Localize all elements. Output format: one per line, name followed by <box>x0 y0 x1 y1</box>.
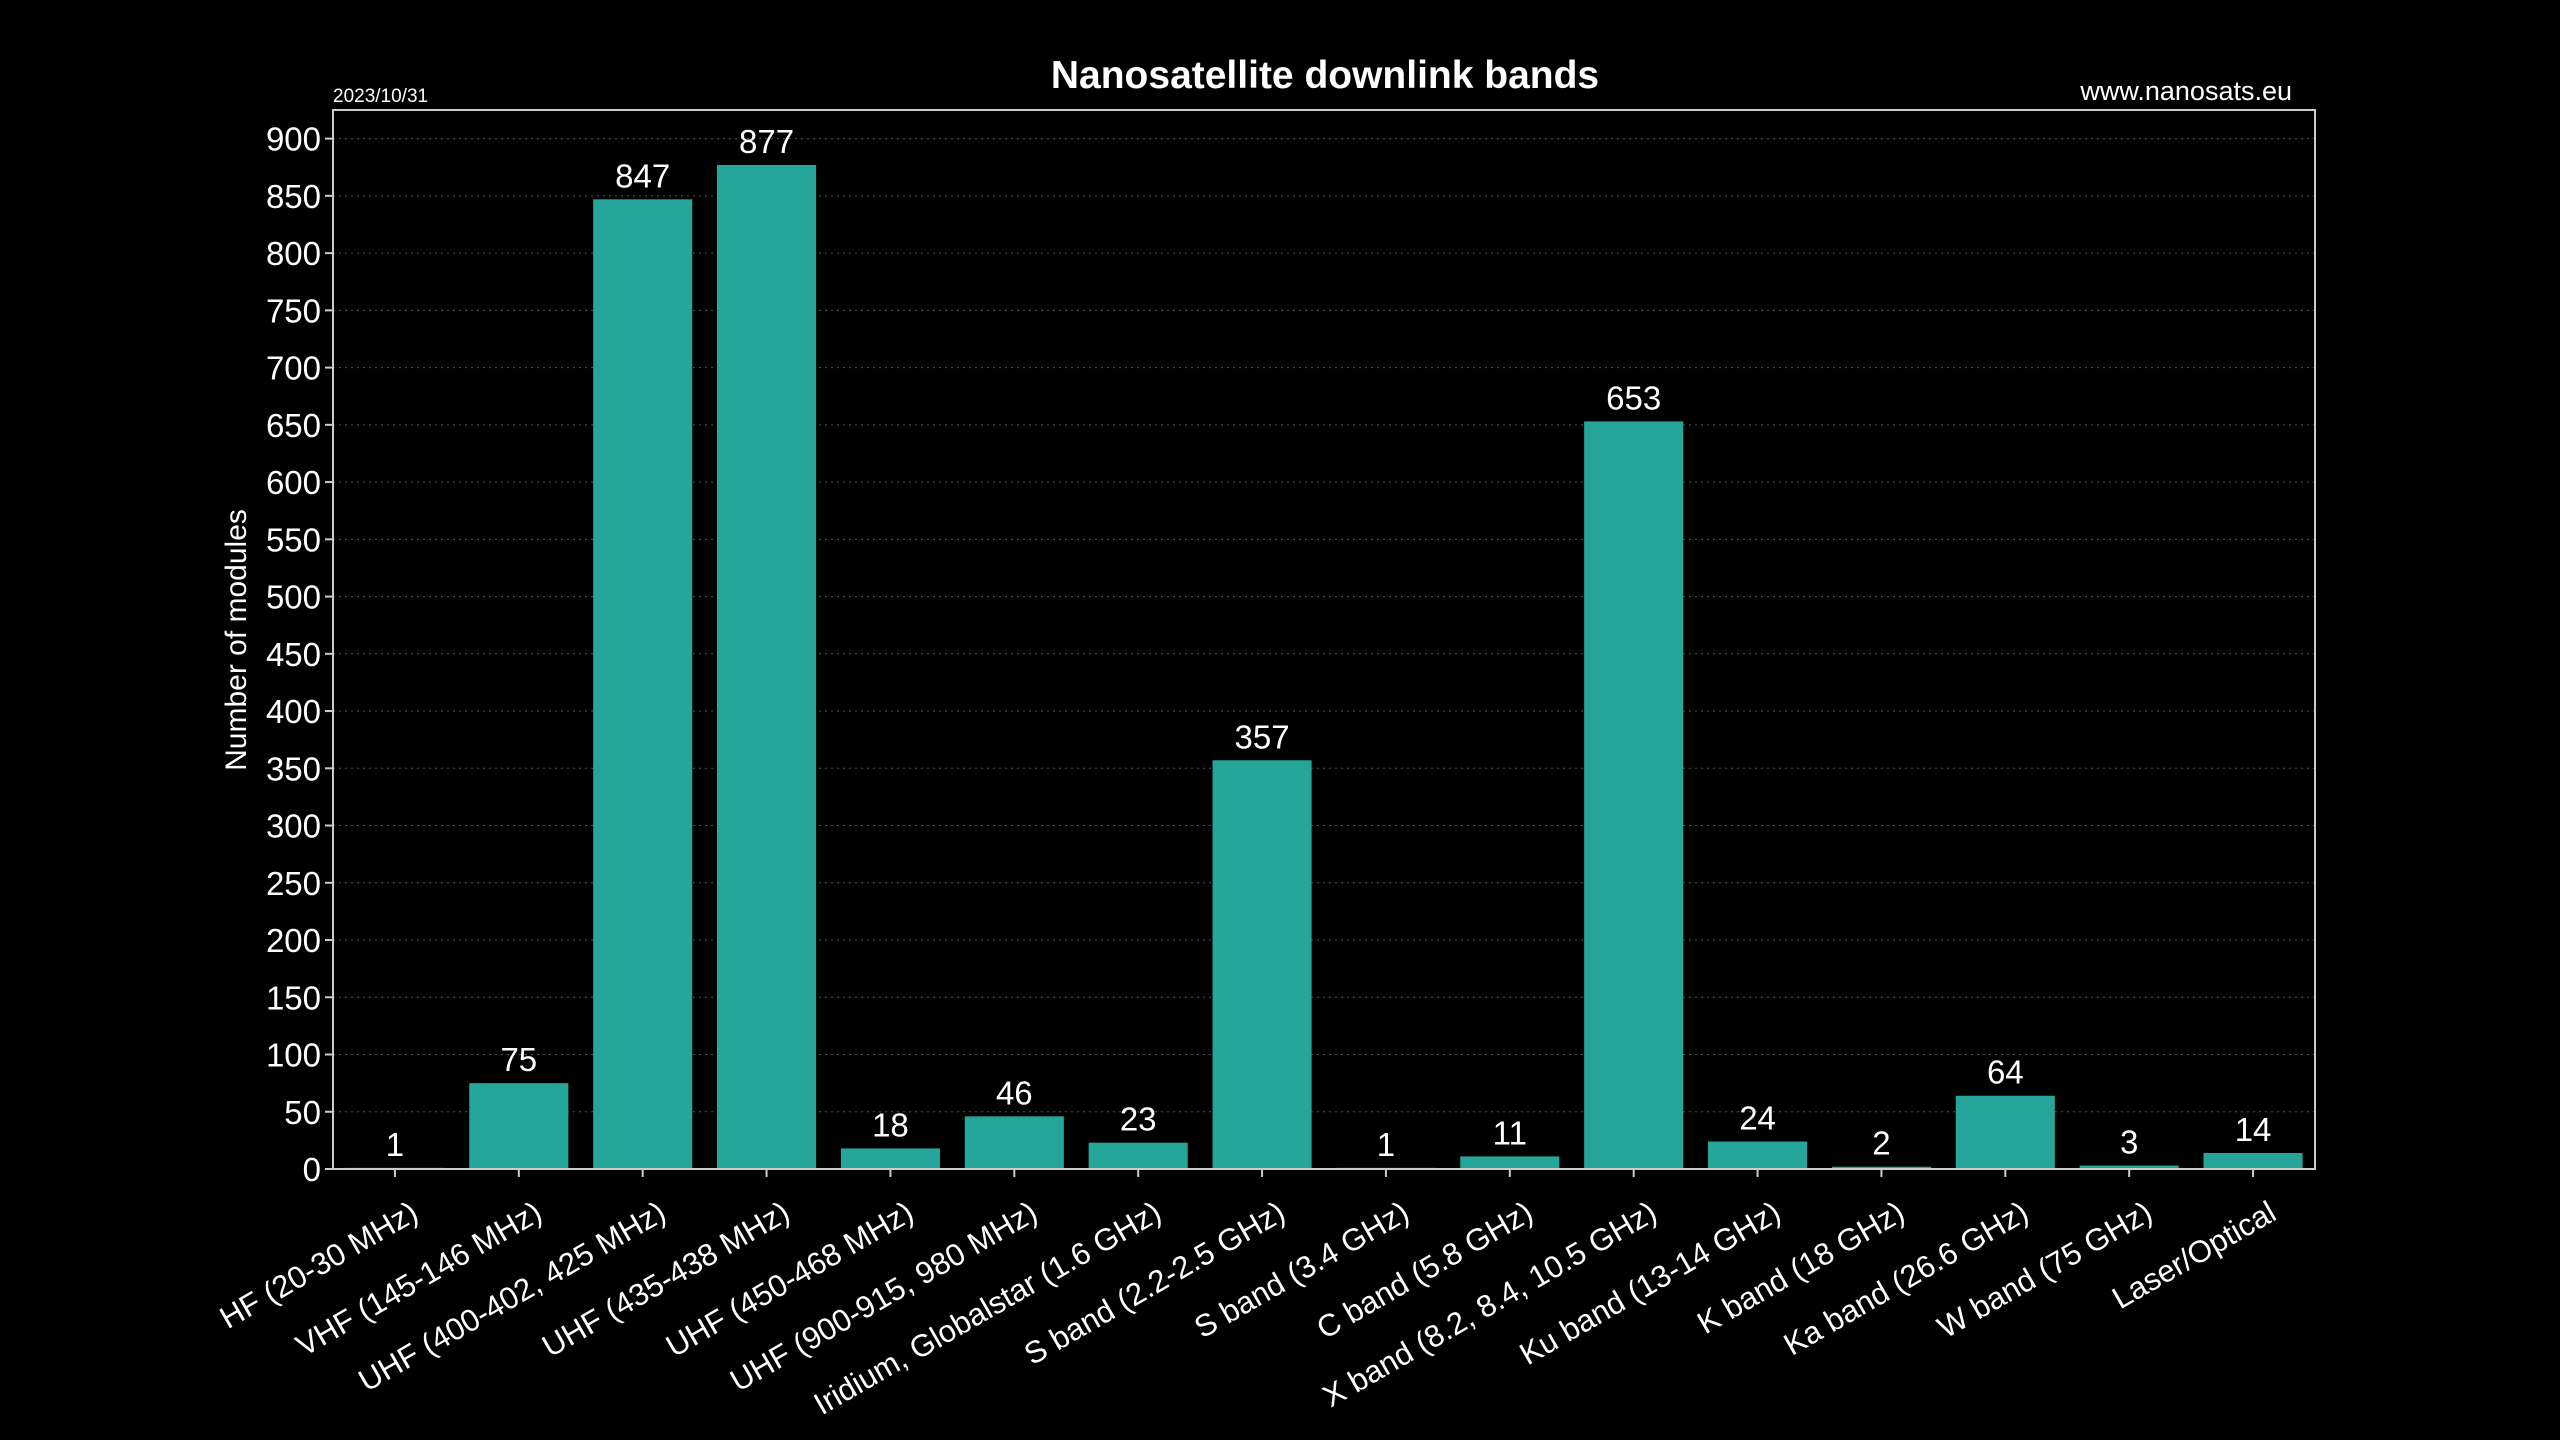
y-tick-label: 750 <box>266 292 321 329</box>
y-tick-label: 200 <box>266 922 321 959</box>
y-tick-label: 500 <box>266 579 321 616</box>
bar <box>593 199 693 1170</box>
y-tick-label: 150 <box>266 979 321 1016</box>
y-tick-label: 250 <box>266 865 321 902</box>
bar-value-label: 64 <box>1987 1054 2024 1091</box>
bar-value-label: 3 <box>2120 1124 2138 1161</box>
y-tick-label: 0 <box>303 1151 321 1188</box>
bar <box>1088 1142 1188 1169</box>
y-tick-label: 700 <box>266 350 321 387</box>
bar <box>964 1116 1064 1169</box>
y-tick-label: 400 <box>266 693 321 730</box>
bar-value-label: 653 <box>1606 379 1661 416</box>
y-tick-label: 100 <box>266 1037 321 1074</box>
bar <box>2079 1165 2179 1169</box>
bar <box>1708 1141 1808 1169</box>
x-axis-ticks: HF (20-30 MHz)VHF (145-146 MHz)UHF (400-… <box>214 1169 2282 1422</box>
plot-frame <box>332 109 2316 1170</box>
y-tick-label: 550 <box>266 521 321 558</box>
bar <box>1831 1166 1931 1169</box>
bar <box>1584 421 1684 1170</box>
bar-value-label: 18 <box>872 1106 909 1143</box>
bar-value-label: 14 <box>2235 1111 2272 1148</box>
chart-title: Nanosatellite downlink bands <box>1051 54 1599 97</box>
y-tick-label: 850 <box>266 178 321 215</box>
x-tick-label: W band (75 GHz) <box>1932 1194 2158 1345</box>
bar-value-label: 11 <box>1493 1114 1527 1151</box>
bar <box>469 1083 569 1169</box>
bar-value-label: 2 <box>1872 1125 1890 1162</box>
y-tick-label: 450 <box>266 636 321 673</box>
y-tick-label: 300 <box>266 808 321 845</box>
bar-value-label: 1 <box>1377 1126 1395 1163</box>
bar-value-label: 24 <box>1739 1100 1776 1137</box>
bar <box>2203 1152 2303 1169</box>
bar-value-label: 847 <box>615 157 670 194</box>
bar-value-label: 46 <box>996 1074 1033 1111</box>
bar-value-label: 357 <box>1235 718 1290 755</box>
bars <box>345 164 2303 1170</box>
bar-value-label: 75 <box>500 1041 537 1078</box>
bar-value-label: 23 <box>1120 1101 1157 1138</box>
bar <box>717 164 817 1170</box>
y-axis-label: Number of modules <box>220 509 253 771</box>
bar-value-label: 1 <box>386 1126 404 1163</box>
y-tick-label: 50 <box>284 1094 321 1131</box>
y-axis-ticks: 0 50 100 150 200 250 300 350 400 450 500 550 600 650 7… <box>266 121 333 1188</box>
y-tick-label: 600 <box>266 464 321 501</box>
bar <box>840 1148 940 1169</box>
y-tick-label: 650 <box>266 407 321 444</box>
chart-source: www.nanosats.eu <box>2079 76 2292 106</box>
chart-date: 2023/10/31 <box>333 86 428 107</box>
y-tick-label: 800 <box>266 235 321 272</box>
x-tick-label: HF (20-30 MHz) <box>214 1194 424 1335</box>
bar <box>1955 1095 2055 1169</box>
y-tick-label: 350 <box>266 750 321 787</box>
bar <box>1460 1156 1560 1169</box>
bar <box>1212 760 1312 1169</box>
bar-value-label: 877 <box>739 123 794 160</box>
y-tick-label: 900 <box>266 121 321 158</box>
x-tick-label: S band (3.4 GHz) <box>1188 1194 1414 1345</box>
